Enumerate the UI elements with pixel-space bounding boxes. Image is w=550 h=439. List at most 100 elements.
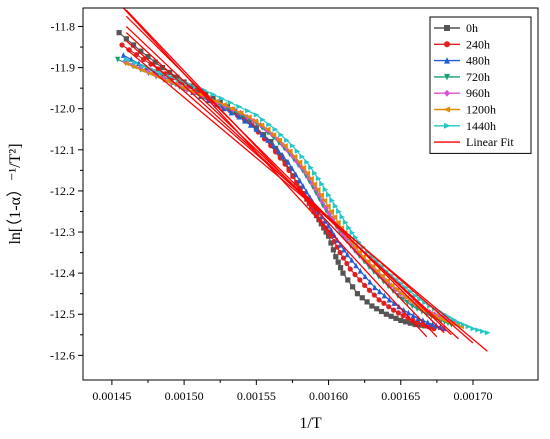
data-point	[294, 148, 301, 154]
data-point	[304, 170, 310, 176]
data-point	[324, 203, 331, 209]
data-point	[260, 132, 267, 138]
data-point	[376, 288, 383, 295]
data-point	[340, 270, 346, 276]
y-axis-title: ln[（1-α）⁻¹/T²]	[6, 143, 24, 244]
data-point	[210, 91, 217, 97]
data-point	[149, 67, 156, 73]
data-point	[357, 267, 363, 274]
data-point	[372, 284, 378, 291]
data-point	[311, 170, 318, 176]
legend-label: 240h	[466, 37, 490, 51]
legend-marker	[444, 122, 451, 129]
data-point	[321, 197, 328, 204]
data-point	[333, 254, 339, 260]
data-point	[239, 113, 245, 119]
data-point	[349, 257, 355, 263]
data-point	[227, 99, 234, 106]
legend: 0h 240h 480h 720h 960h 1200h 1440h Linear Fit	[429, 16, 532, 154]
legend-marker	[443, 106, 450, 113]
data-point	[141, 56, 147, 62]
data-point	[335, 219, 341, 226]
data-point	[277, 152, 284, 158]
data-point	[145, 54, 151, 60]
data-point	[344, 251, 350, 258]
legend-box	[429, 16, 532, 154]
data-point	[246, 114, 252, 120]
data-point	[354, 291, 361, 297]
data-point	[219, 95, 225, 102]
data-point	[431, 306, 438, 312]
data-point	[293, 171, 299, 178]
data-point	[322, 217, 328, 224]
data-point	[282, 143, 288, 149]
data-point	[391, 300, 397, 306]
legend-marker	[444, 89, 450, 97]
data-point	[422, 299, 428, 306]
data-point	[325, 192, 332, 198]
data-point	[344, 260, 350, 267]
data-point	[460, 321, 467, 328]
data-point	[336, 208, 342, 215]
data-point	[341, 246, 347, 253]
data-point	[329, 197, 336, 204]
data-point	[210, 95, 216, 102]
y-axis: -11.8 -11.9 -12.0 -12.1 -12.2 -12.3 -12.4 -12.5…	[50, 19, 83, 362]
data-point	[298, 163, 304, 171]
data-point	[188, 83, 194, 89]
data-point	[116, 30, 122, 36]
data-point	[158, 70, 165, 76]
data-point	[349, 230, 356, 236]
data-point	[131, 64, 138, 70]
data-point	[137, 65, 143, 72]
x-tick-label: 0.00155	[237, 389, 276, 403]
x-tick-label: 0.00145	[92, 389, 131, 403]
linear-fit-line	[125, 40, 474, 344]
data-point	[484, 330, 491, 336]
data-point	[270, 132, 277, 138]
data-point	[303, 188, 310, 195]
data-point	[220, 105, 227, 112]
data-point	[371, 292, 377, 298]
x-tick-label: 0.00170	[454, 389, 493, 403]
linear-fit-line	[125, 48, 488, 352]
data-point	[389, 282, 395, 289]
data-point	[315, 175, 322, 182]
data-point	[407, 320, 414, 326]
y-tick-label: -12.4	[50, 266, 75, 280]
legend-label: Linear Fit	[466, 135, 514, 149]
data-point	[386, 304, 392, 310]
data-point	[278, 132, 284, 138]
data-point	[383, 311, 389, 317]
data-point	[277, 155, 284, 161]
data-point	[264, 126, 271, 132]
data-point	[291, 154, 298, 160]
y-tick-label: -12.0	[50, 102, 75, 116]
y-tick-label: -12.5	[50, 307, 75, 321]
legend-marker	[444, 41, 450, 48]
data-point	[345, 277, 351, 283]
y-tick-label: -11.8	[50, 19, 75, 33]
data-point	[364, 299, 370, 305]
data-point	[155, 74, 162, 80]
data-point	[386, 296, 392, 303]
x-tick-label: 0.00150	[165, 389, 204, 403]
linear-fit-line	[125, 15, 445, 334]
data-point	[395, 310, 401, 316]
data-point	[164, 78, 170, 84]
data-point	[337, 249, 343, 256]
data-point	[376, 297, 382, 303]
legend-item: 480h	[434, 54, 490, 68]
data-point	[314, 186, 321, 193]
data-point	[451, 317, 457, 323]
linear-fit-line	[125, 26, 452, 336]
data-point	[308, 175, 314, 182]
data-point	[356, 249, 362, 255]
data-point	[139, 67, 146, 73]
data-point	[367, 278, 373, 285]
data-point	[123, 36, 129, 42]
plot-frame	[82, 7, 539, 381]
data-point	[369, 263, 376, 269]
data-point	[289, 143, 296, 149]
